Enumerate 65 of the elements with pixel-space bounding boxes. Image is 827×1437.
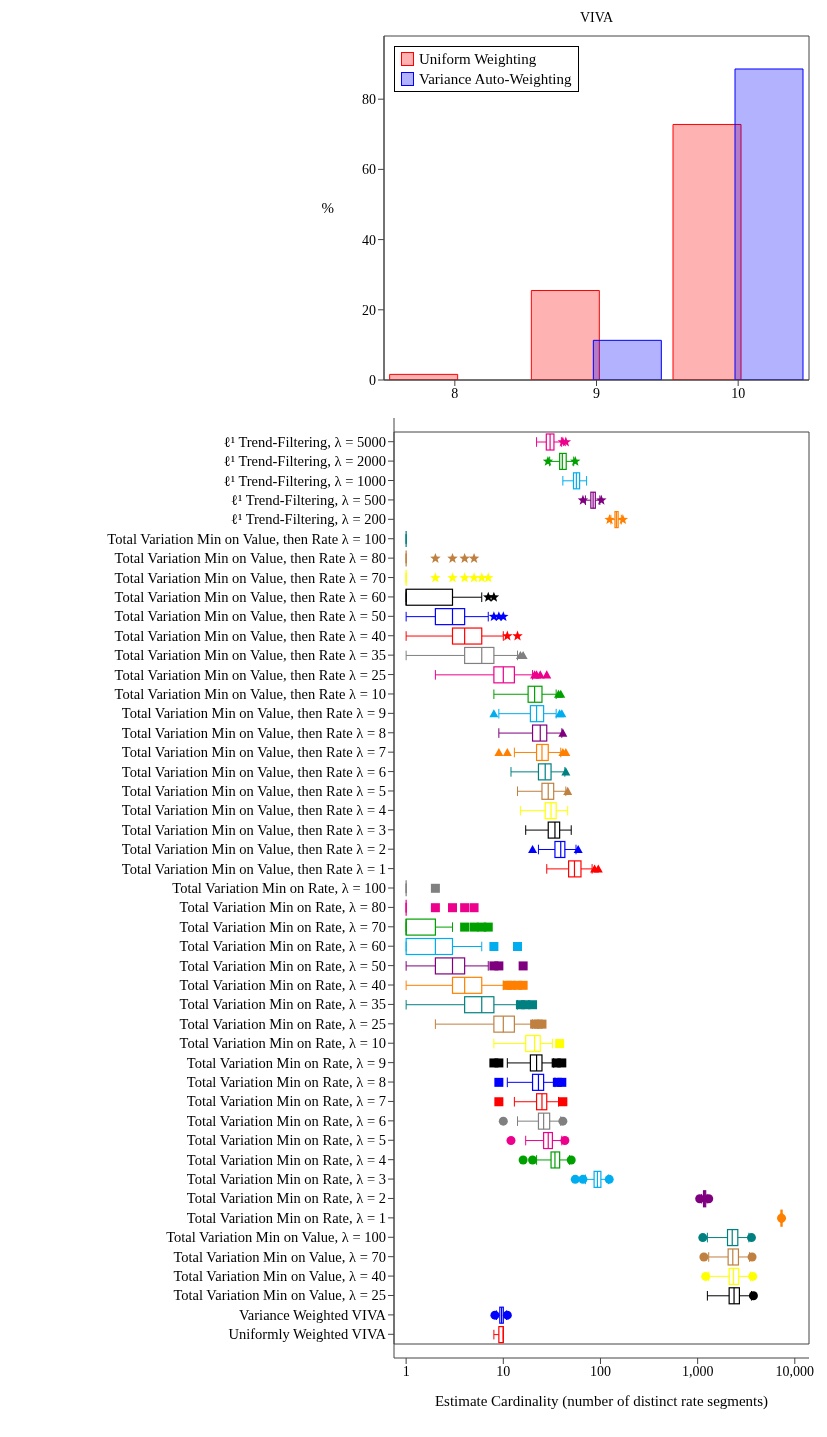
x-tick-label: 1,000 — [681, 1363, 714, 1379]
y-tick-label: Total Variation Min on Value, then Rate λ = 9 — [121, 705, 386, 722]
y-tick-label: Total Variation Min on Rate, λ = 4 — [186, 1151, 387, 1168]
y-tick-label: Total Variation Min on Value, then Rate λ = 60 — [114, 588, 386, 605]
y-tick-label: Total Variation Min on Rate, λ = 9 — [186, 1054, 386, 1071]
y-tick-label: Total Variation Min on Rate, λ = 40 — [179, 977, 386, 994]
y-tick-label: Total Variation Min on Value, then Rate λ = 40 — [114, 627, 386, 644]
x-tick-label: 8 — [451, 385, 459, 401]
y-tick-label: 0 — [369, 372, 376, 388]
y-tick-label: Total Variation Min on Rate, λ = 100 — [172, 880, 386, 896]
x-tick-label: 9 — [593, 385, 600, 401]
y-tick-label: ℓ¹ Trend-Filtering, λ = 500 — [231, 491, 386, 508]
x-axis-title: Estimate Cardinality (number of distinct rate segments) — [434, 1393, 769, 1410]
y-tick-label: Total Variation Min on Value, then Rate λ = 10 — [114, 685, 386, 702]
y-tick-label: Total Variation Min on Value, then Rate λ = 100 — [107, 530, 386, 547]
y-tick-label: Total Variation Min on Rate, λ = 70 — [179, 918, 386, 935]
x-tick-label: 10 — [496, 1363, 511, 1379]
y-tick-label: Total Variation Min on Rate, λ = 8 — [186, 1074, 386, 1091]
y-tick-label: Total Variation Min on Value, then Rate λ = 5 — [121, 782, 386, 799]
y-tick-label: Total Variation Min on Rate, λ = 60 — [179, 938, 386, 955]
y-tick-label: Variance Weighted VIVA — [238, 1306, 387, 1323]
y-tick-label: 60 — [362, 162, 376, 178]
chart-title: VIVA — [579, 10, 614, 25]
legend-label: Uniform Weighting — [419, 50, 537, 69]
y-tick-label: Total Variation Min on Rate, λ = 35 — [179, 996, 386, 1013]
y-tick-label: Total Variation Min on Rate, λ = 80 — [179, 899, 386, 916]
x-tick-label: 1 — [402, 1363, 410, 1379]
y-tick-label: Total Variation Min on Value, λ = 40 — [173, 1268, 386, 1285]
y-tick-label: Total Variation Min on Value, then Rate λ = 1 — [121, 860, 386, 877]
y-tick-label: Total Variation Min on Value, then Rate λ = 25 — [114, 666, 386, 683]
y-tick-label: Total Variation Min on Rate, λ = 5 — [186, 1132, 386, 1149]
y-tick-label: Uniformly Weighted VIVA — [228, 1326, 387, 1343]
y-tick-label: Total Variation Min on Rate, λ = 3 — [186, 1171, 386, 1188]
y-tick-label: Total Variation Min on Value, then Rate λ = 8 — [121, 724, 386, 741]
y-axis-title: % — [321, 200, 334, 217]
y-tick-label: Total Variation Min on Rate, λ = 6 — [186, 1112, 386, 1129]
y-tick-label: Total Variation Min on Value, then Rate λ = 80 — [114, 550, 386, 567]
y-tick-label: Total Variation Min on Value, λ = 100 — [166, 1229, 386, 1246]
legend-label: Variance Auto-Weighting — [419, 70, 572, 89]
y-tick-label: ℓ¹ Trend-Filtering, λ = 5000 — [223, 433, 386, 450]
y-tick-label: 80 — [362, 92, 376, 108]
y-tick-label: Total Variation Min on Value, then Rate λ = 4 — [121, 802, 387, 819]
y-tick-label: Total Variation Min on Value, then Rate λ = 35 — [114, 647, 386, 664]
y-tick-label: Total Variation Min on Rate, λ = 25 — [179, 1015, 386, 1032]
y-tick-label: Total Variation Min on Value, λ = 25 — [173, 1287, 386, 1304]
y-tick-label: ℓ¹ Trend-Filtering, λ = 200 — [231, 511, 386, 528]
y-tick-label: ℓ¹ Trend-Filtering, λ = 2000 — [223, 453, 386, 470]
x-tick-label: 10 — [731, 385, 746, 401]
y-tick-label: Total Variation Min on Value, λ = 70 — [173, 1248, 386, 1265]
x-tick-label: 100 — [589, 1363, 611, 1379]
y-tick-label: Total Variation Min on Rate, λ = 50 — [179, 957, 386, 974]
y-tick-label: Total Variation Min on Value, then Rate λ = 70 — [114, 569, 386, 586]
y-tick-label: Total Variation Min on Rate, λ = 2 — [186, 1190, 386, 1207]
y-tick-label: Total Variation Min on Rate, λ = 1 — [186, 1209, 386, 1226]
y-tick-label: Total Variation Min on Value, then Rate λ = 6 — [121, 763, 386, 780]
y-tick-label: Total Variation Min on Value, then Rate λ = 7 — [121, 744, 386, 761]
y-tick-label: Total Variation Min on Rate, λ = 10 — [179, 1035, 386, 1052]
y-tick-label: Total Variation Min on Value, then Rate λ = 2 — [121, 841, 386, 858]
y-tick-label: 40 — [362, 232, 376, 248]
x-tick-label: 10,000 — [775, 1363, 815, 1379]
y-tick-label: Total Variation Min on Value, then Rate λ = 50 — [114, 608, 386, 625]
y-tick-label: Total Variation Min on Rate, λ = 7 — [186, 1093, 386, 1110]
y-tick-label: ℓ¹ Trend-Filtering, λ = 1000 — [223, 472, 386, 489]
y-tick-label: Total Variation Min on Value, then Rate λ = 3 — [121, 821, 386, 838]
y-tick-label: 20 — [362, 302, 376, 318]
